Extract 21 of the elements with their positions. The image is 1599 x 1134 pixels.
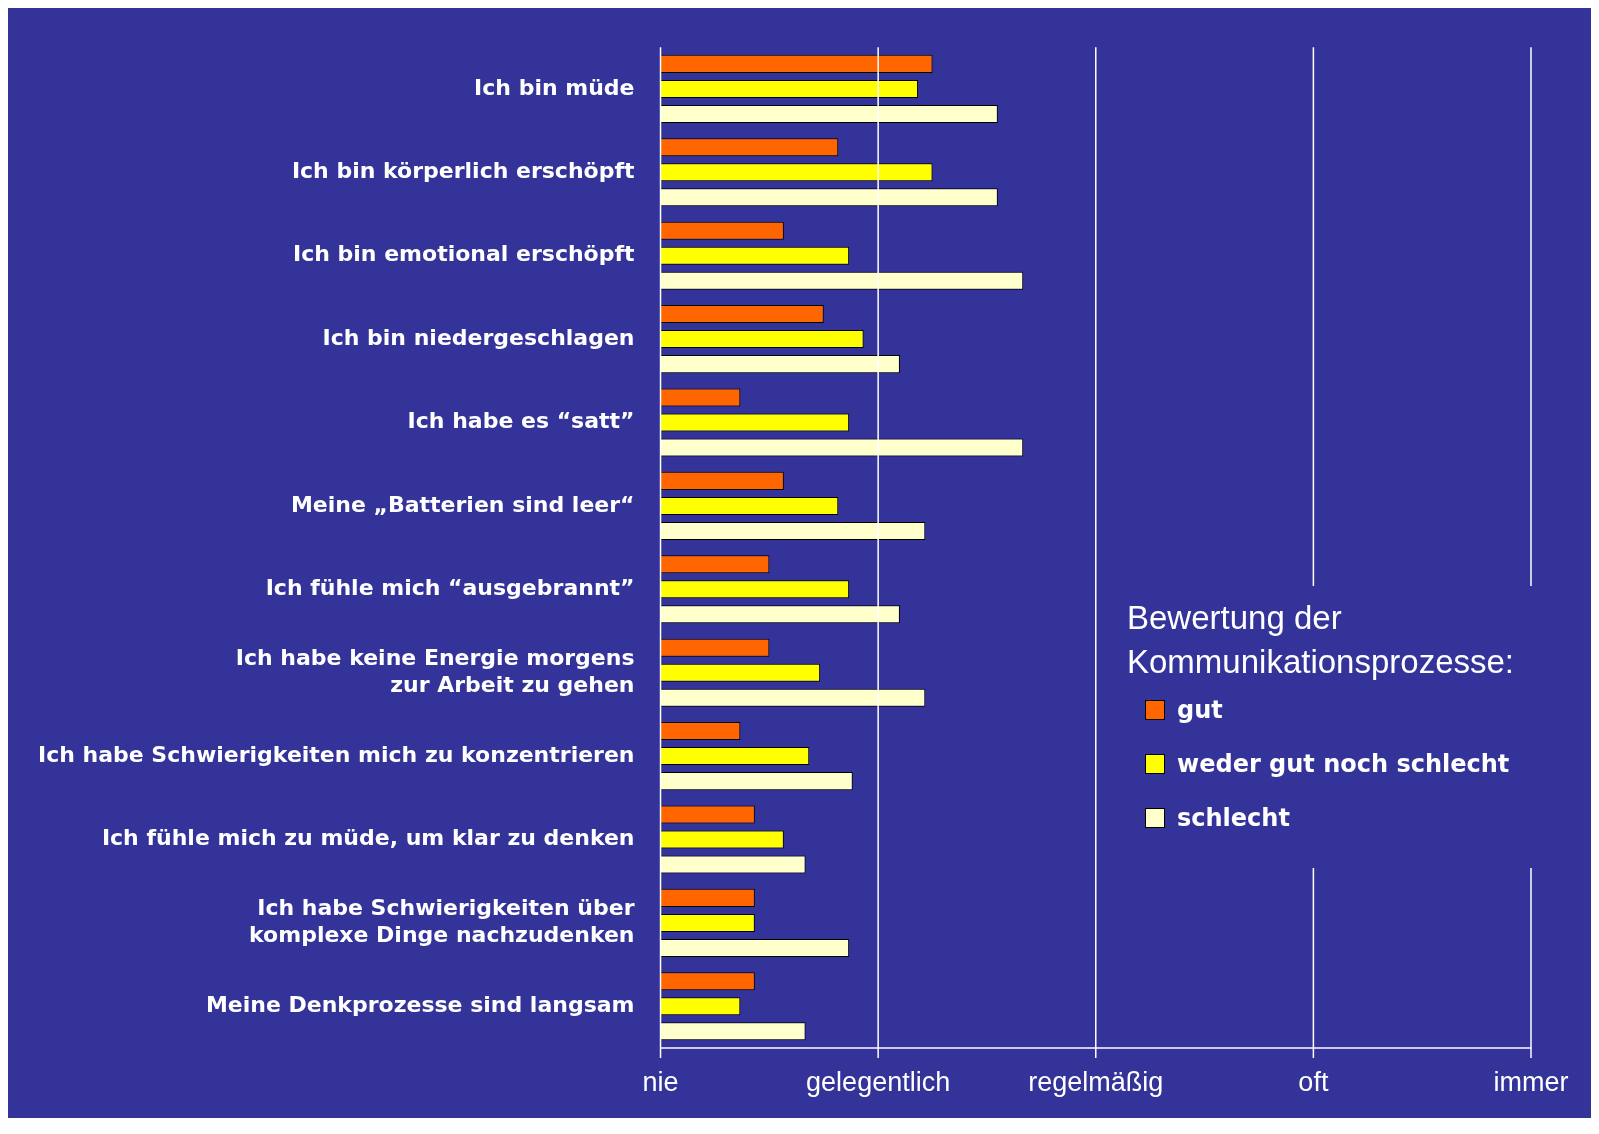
y-tick-label: Ich bin körperlich erschöpft	[291, 158, 636, 184]
y-tick-label: Ich habe Schwierigkeiten mich zu konzentrieren	[37, 741, 635, 767]
y-tick-label: Ich bin emotional erschöpft	[293, 241, 636, 267]
y-tick-label: Meine „Batterien sind leer“	[290, 491, 635, 517]
y-tick-label: Ich fühle mich “ausgebrannt”	[265, 575, 635, 601]
text: oft	[1298, 1066, 1329, 1097]
y-tick-label: Ich habe es “satt”	[407, 408, 635, 434]
text: regelmäßig	[1028, 1066, 1164, 1097]
legend-title: Bewertung der Kommunikationsprozesse:	[1127, 598, 1515, 682]
y-tick-label: Ich bin niedergeschlagen	[322, 324, 635, 350]
text: gelegentlich	[806, 1066, 951, 1097]
legend-label: schlecht	[1177, 804, 1290, 832]
y-tick-label: Ich bin müde	[474, 74, 635, 100]
legend-label: weder gut noch schlecht	[1177, 750, 1510, 778]
y-tick-label: Ich habe Schwierigkeiten über komplexe Dinge nachzudenken	[249, 895, 635, 947]
y-tick-label: Ich habe keine Energie morgens zur Arbeit zu gehen	[235, 645, 635, 697]
y-tick-label: Meine Denkprozesse sind langsam	[205, 992, 635, 1018]
legend-label: gut	[1177, 696, 1223, 724]
y-tick-label: Ich fühle mich zu müde, um klar zu denken	[101, 825, 635, 851]
text: immer	[1493, 1066, 1569, 1097]
text: nie	[642, 1066, 679, 1097]
